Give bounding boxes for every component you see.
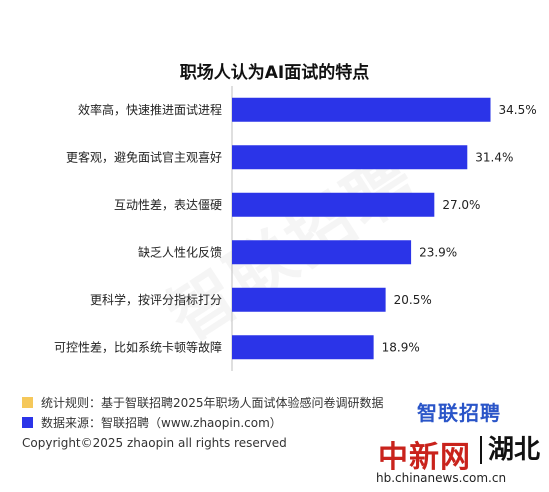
data-label: 20.5% — [394, 293, 432, 307]
category-label: 缺乏人性化反馈 — [138, 244, 222, 259]
region-logo: 湖北 — [480, 436, 540, 464]
note-source-text: 数据来源：智联招聘（www.zhaopin.com） — [41, 416, 282, 430]
note-rule-text: 统计规则：基于智联招聘2025年职场人面试体验感问卷调研数据 — [41, 396, 384, 410]
yellow-square-icon — [22, 397, 33, 408]
bar — [232, 145, 468, 170]
bar — [232, 97, 491, 122]
data-label: 18.9% — [382, 340, 420, 354]
bar — [232, 287, 386, 312]
bar — [232, 192, 435, 217]
data-label: 31.4% — [475, 150, 513, 164]
note-row-rule: 统计规则：基于智联招聘2025年职场人面试体验感问卷调研数据 — [22, 394, 384, 411]
category-label: 互动性差，表达僵硬 — [114, 198, 222, 212]
zhaopin-logo: 智联招聘 — [417, 401, 501, 425]
data-label: 34.5% — [499, 103, 537, 117]
data-label: 27.0% — [442, 198, 480, 212]
category-label: 效率高，快速推进面试进程 — [78, 102, 222, 117]
category-label: 更科学，按评分指标打分 — [90, 292, 222, 307]
site-url: hb.chinanews.com.cn — [376, 471, 507, 485]
bar — [232, 335, 374, 360]
category-label: 可控性差，比如系统卡顿等故障 — [54, 339, 222, 354]
copyright-text: Copyright©2025 zhaopin all rights reserv… — [22, 436, 287, 450]
category-label: 更客观，避免面试官主观喜好 — [66, 149, 222, 164]
blue-square-icon — [22, 417, 33, 428]
data-label: 23.9% — [419, 245, 457, 259]
chinanews-logo: 中新网 — [378, 440, 471, 475]
chart-title: 职场人认为AI面试的特点 — [179, 63, 370, 83]
bar — [232, 240, 412, 265]
note-row-source: 数据来源：智联招聘（www.zhaopin.com） — [22, 414, 282, 431]
